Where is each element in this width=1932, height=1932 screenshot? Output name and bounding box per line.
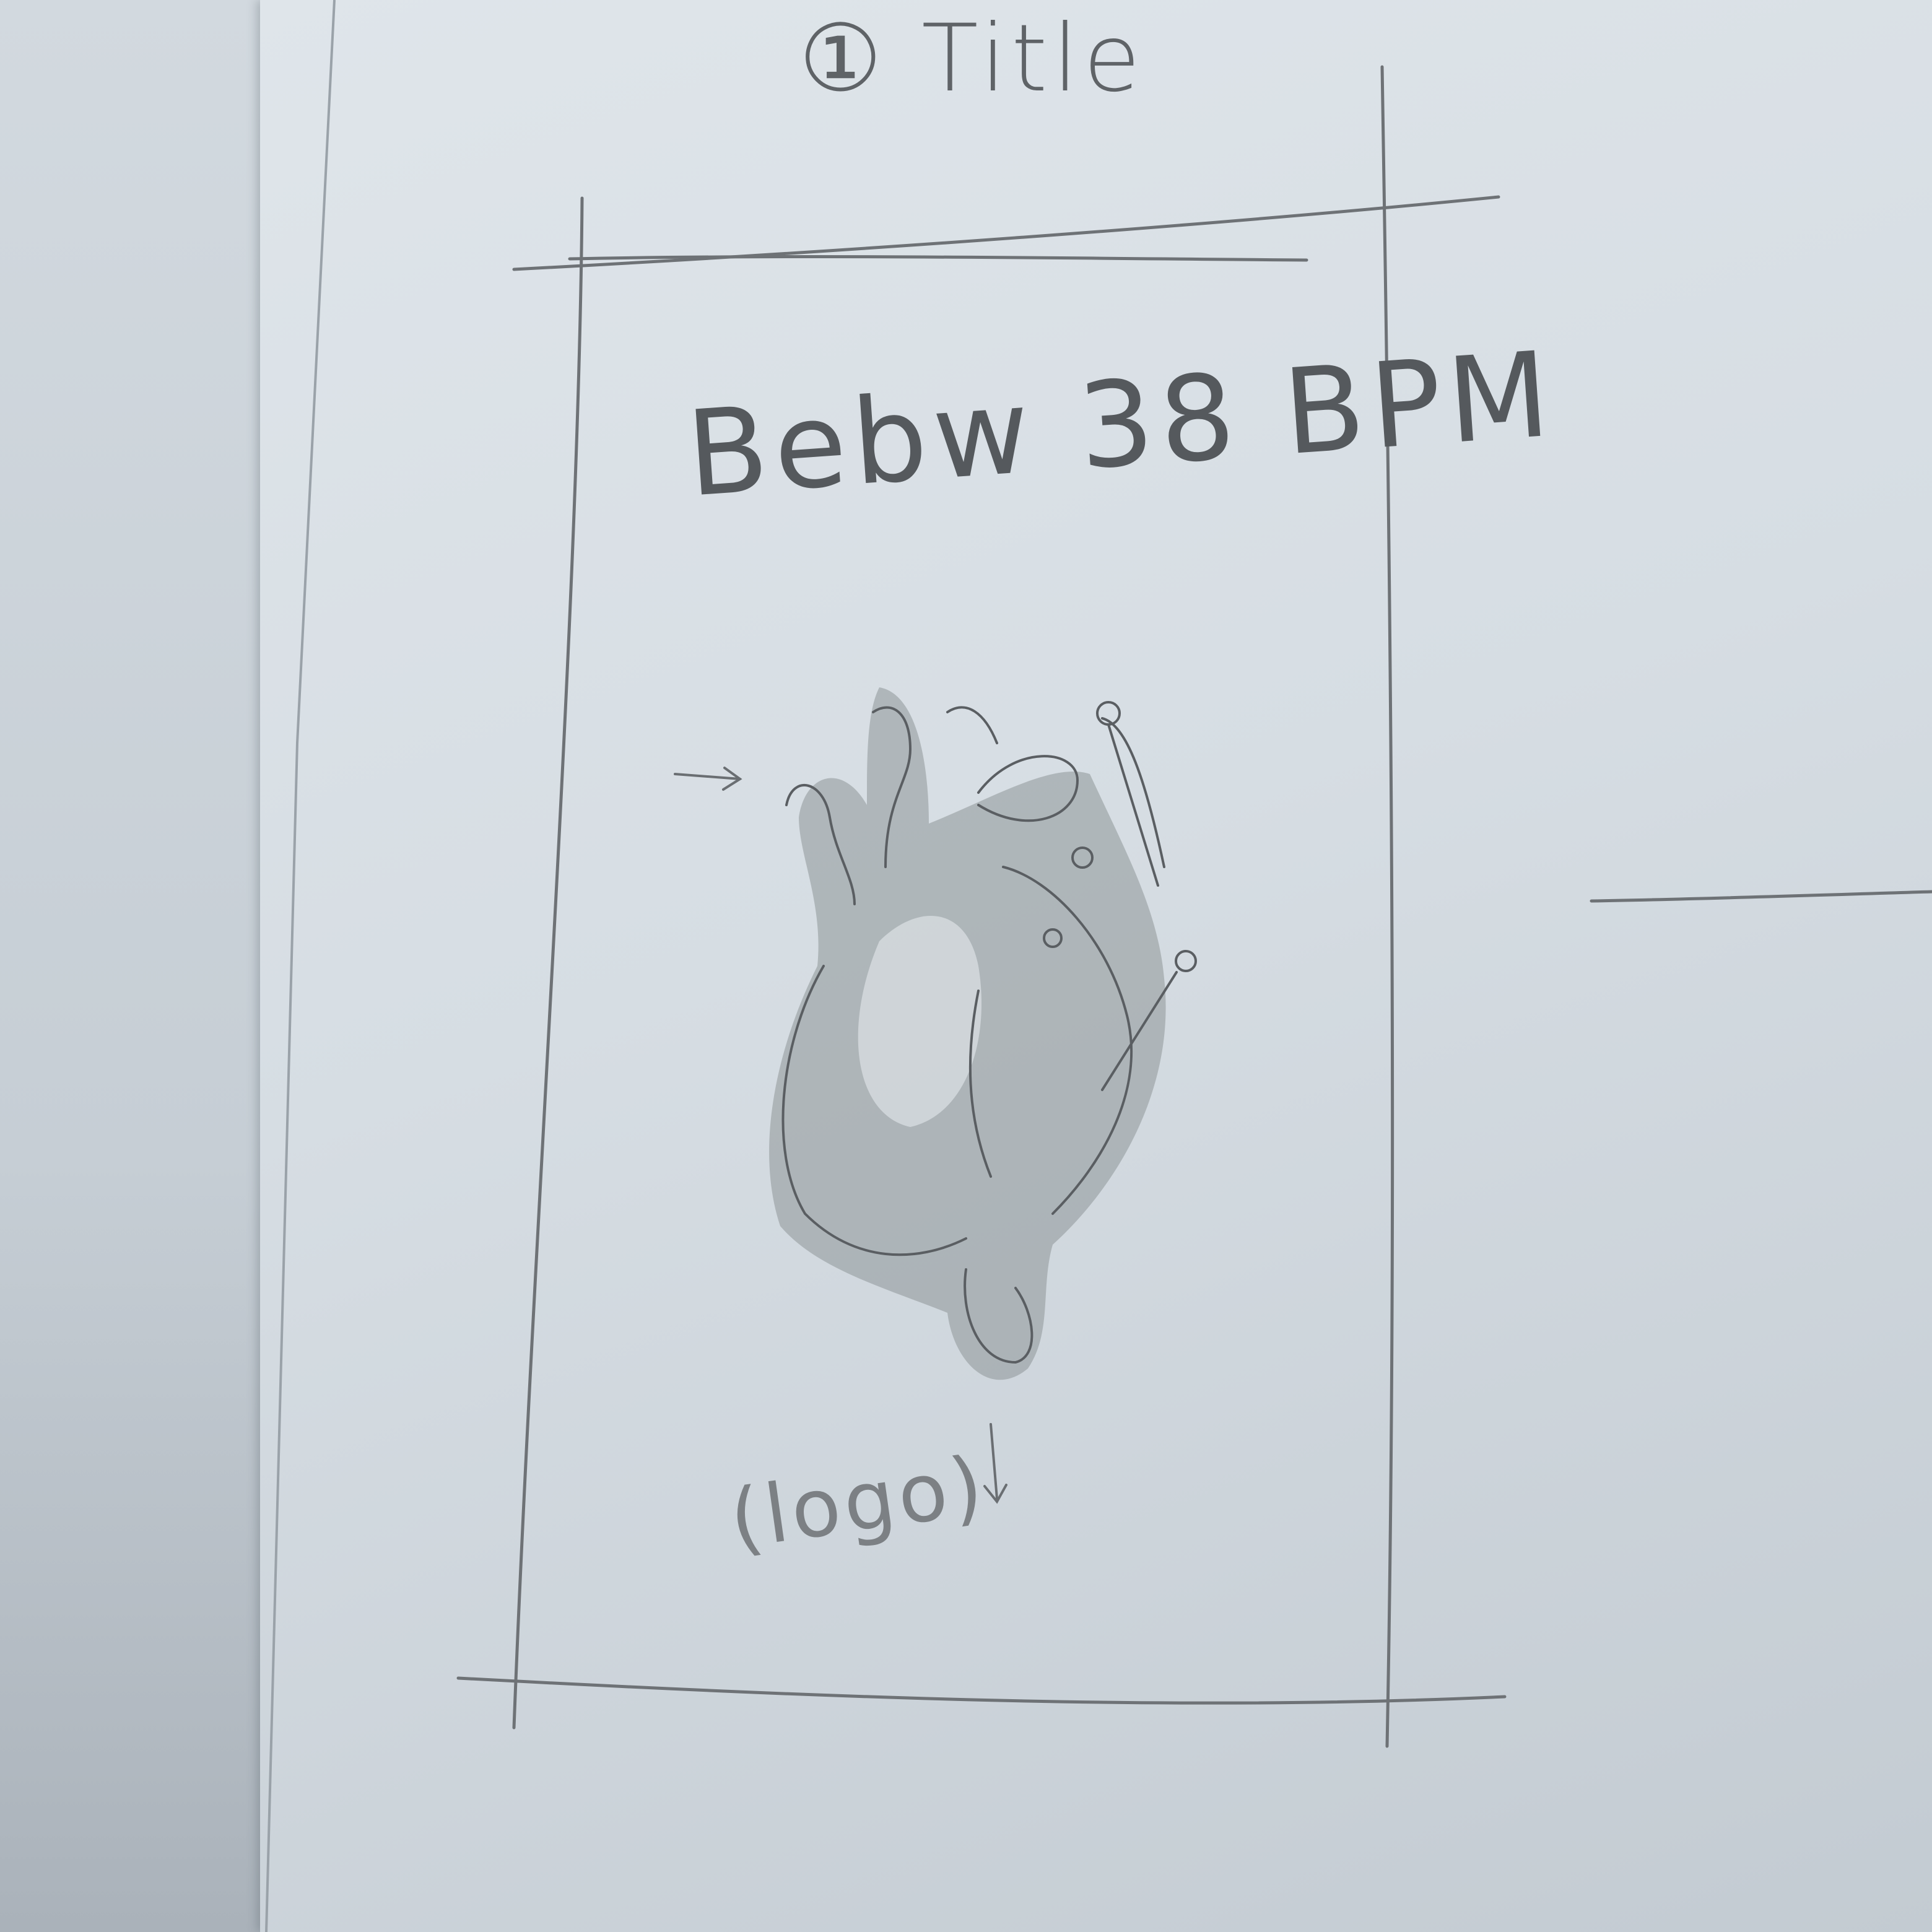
frame-left-edge [512,196,584,1730]
anatomical-heart-icon [674,687,1197,1504]
screen-frame [456,65,1932,1748]
paper-edge-line [265,0,336,1932]
title-label: ① Title [799,5,1146,113]
left-arrow-icon [674,773,741,780]
down-arrow-icon [990,1423,998,1500]
side-sheet-line [1590,890,1932,903]
frame-header-divider [568,255,1308,262]
frame-right-edge [1380,65,1395,1748]
frame-top-edge [512,195,1500,271]
frame-bottom-edge [456,1676,1507,1705]
